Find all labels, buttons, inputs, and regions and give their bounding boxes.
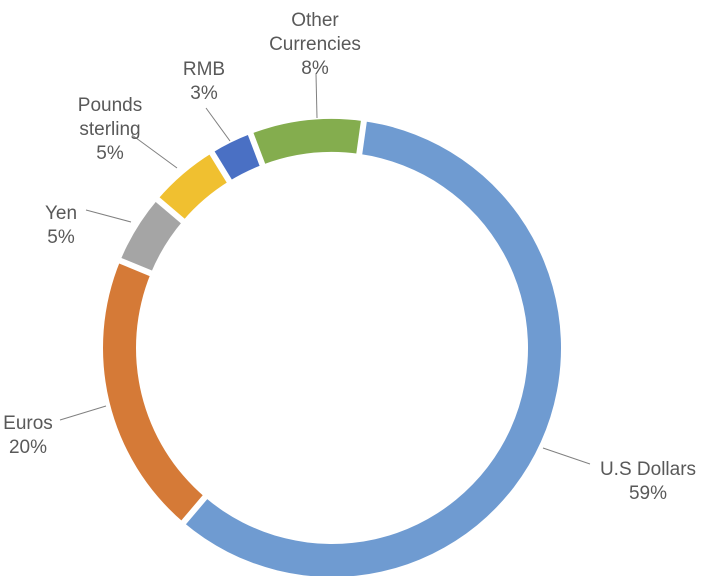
slice-euros [102, 260, 205, 523]
slice-separator [356, 118, 368, 157]
leader-line-other-currencies [315, 73, 318, 119]
leader-line-yen [85, 209, 132, 223]
slice-separator [117, 257, 154, 277]
data-label-other-currencies: Other Currencies 8% [269, 10, 361, 79]
data-label-name: Currencies [269, 34, 361, 55]
data-label-percent: 5% [96, 143, 124, 164]
slice-other-currencies [250, 118, 364, 165]
data-label-name: RMB [183, 59, 225, 80]
data-label-percent: 8% [301, 58, 329, 79]
leader-line-pounds-sterling [131, 134, 178, 169]
slice-pounds-sterling [157, 152, 230, 221]
slice-separator [247, 130, 266, 168]
slice-separator [208, 149, 233, 185]
leader-line-u-s-dollars [542, 447, 591, 465]
data-label-name: Other [291, 10, 339, 31]
slice-separator [179, 493, 209, 526]
data-label-percent: 59% [629, 483, 667, 504]
data-label-name: Pounds [78, 95, 142, 116]
slice-u-s-dollars [183, 121, 561, 576]
data-label-name: Euros [3, 413, 53, 434]
leader-line-euros [59, 405, 107, 421]
leader-lines [59, 73, 591, 465]
data-label-pounds-sterling: Pounds sterling 5% [78, 95, 142, 164]
data-label-euros: Euros 20% [3, 413, 53, 458]
data-label-name: U.S Dollars [600, 459, 696, 480]
slice-yen [120, 199, 183, 274]
data-label-percent: 3% [190, 83, 218, 104]
data-labels: U.S Dollars 59% Euros 20% Yen 5% Pounds sterlin… [3, 10, 696, 504]
data-label-u-s-dollars: U.S Dollars 59% [600, 459, 696, 504]
slice-separator [154, 195, 187, 225]
data-label-name: Yen [45, 203, 77, 224]
data-label-percent: 5% [47, 227, 75, 248]
data-label-yen: Yen 5% [45, 203, 77, 248]
data-label-rmb: RMB 3% [183, 59, 225, 104]
leader-line-rmb [205, 107, 231, 142]
data-label-name: sterling [79, 119, 140, 140]
data-label-percent: 20% [9, 437, 47, 458]
donut-slices [102, 118, 561, 576]
